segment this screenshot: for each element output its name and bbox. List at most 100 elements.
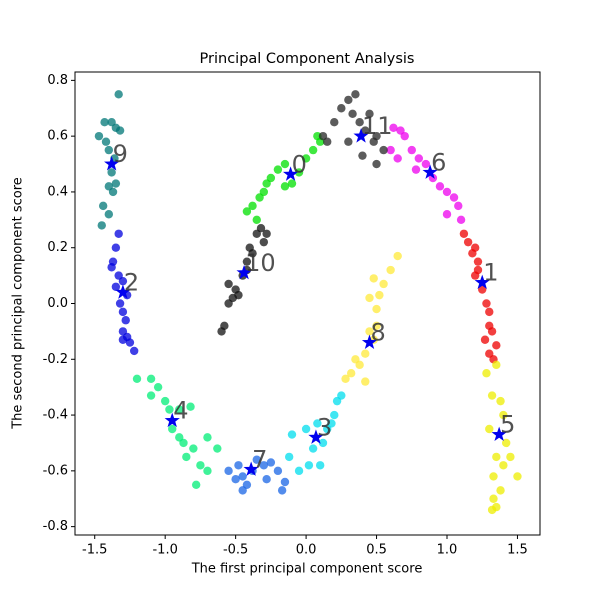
point (369, 274, 378, 283)
point (203, 433, 212, 442)
point (344, 137, 353, 146)
cluster-center (361, 334, 378, 350)
y-tick-label: -0.4 (43, 408, 68, 423)
y-tick-label: -0.2 (43, 352, 68, 367)
point (165, 405, 174, 414)
cluster-center (422, 164, 438, 179)
point (266, 458, 276, 467)
point (327, 419, 336, 428)
point (146, 374, 156, 384)
cluster-label: 4 (173, 397, 188, 425)
point (242, 257, 252, 266)
point (242, 207, 252, 216)
point (506, 452, 515, 462)
point (301, 424, 311, 434)
point (273, 466, 283, 476)
y-tick-label: 0.8 (47, 73, 68, 88)
point (160, 396, 170, 406)
cluster-center (282, 166, 299, 181)
y-tick-label: -0.6 (43, 463, 68, 478)
point (485, 307, 494, 317)
cluster-center (164, 412, 180, 428)
y-tick-label: -0.8 (43, 519, 68, 534)
point (168, 424, 177, 434)
point (111, 282, 121, 291)
cluster-center (236, 264, 252, 280)
point (355, 118, 364, 127)
point (414, 154, 424, 163)
point (203, 466, 212, 476)
point (262, 229, 271, 238)
cluster-center (491, 426, 507, 442)
point (454, 201, 463, 211)
x-tick-label: -1.0 (152, 543, 177, 558)
point (478, 285, 487, 294)
point (365, 327, 374, 336)
point (499, 410, 508, 420)
point (482, 299, 491, 308)
point (114, 229, 123, 238)
plot-area: 0 1 2 3 4 5 6 7 8 9 10 11 (94, 90, 522, 515)
point (189, 444, 198, 453)
point (407, 145, 416, 155)
point (107, 263, 116, 272)
cluster-center (353, 128, 369, 143)
point (220, 321, 229, 331)
point (287, 179, 297, 188)
point (386, 145, 395, 155)
point (473, 257, 483, 266)
y-tick-label: 0.4 (47, 184, 68, 199)
point (118, 335, 128, 344)
cluster-label: 3 (317, 413, 332, 441)
point (121, 316, 130, 325)
point (118, 307, 128, 317)
point (346, 369, 356, 378)
point (259, 461, 269, 470)
point (224, 466, 233, 476)
point (248, 249, 257, 258)
point (492, 360, 501, 370)
point (259, 187, 269, 197)
x-axis-label: The first principal component score (191, 562, 423, 577)
point (313, 419, 322, 428)
x-tick-label: 0.0 (296, 543, 317, 558)
point (108, 187, 118, 197)
point (132, 374, 142, 384)
point (115, 126, 125, 135)
point (213, 444, 222, 453)
point (501, 438, 511, 448)
point (98, 201, 108, 211)
point (473, 265, 483, 275)
point (107, 168, 116, 177)
point (372, 131, 381, 141)
point (330, 410, 339, 420)
point (337, 391, 346, 400)
point (238, 486, 247, 495)
point (480, 335, 490, 344)
point (259, 237, 269, 247)
point (196, 461, 205, 470)
point (146, 391, 156, 400)
point (375, 290, 384, 300)
point (294, 466, 304, 476)
point (449, 193, 459, 202)
cluster-label: 11 (362, 112, 393, 140)
point (492, 341, 501, 350)
x-tick-label: -1.5 (82, 543, 107, 558)
point (234, 461, 243, 470)
point (100, 118, 109, 127)
point (115, 299, 125, 308)
point (442, 187, 452, 197)
point (442, 210, 452, 219)
cluster-label: 9 (113, 140, 128, 168)
point (400, 131, 409, 141)
point (284, 452, 294, 462)
point (421, 159, 431, 169)
point (372, 159, 381, 169)
point (125, 338, 135, 347)
x-tick-label: 0.5 (366, 543, 387, 558)
point (470, 243, 480, 252)
point (372, 321, 381, 331)
point (496, 396, 505, 406)
